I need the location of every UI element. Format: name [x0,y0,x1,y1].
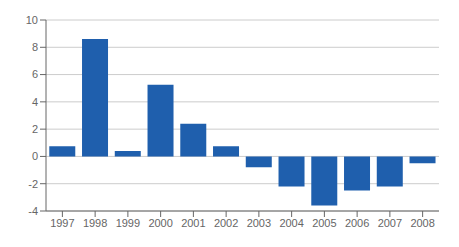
svg-text:2002: 2002 [214,217,238,229]
svg-text:2005: 2005 [312,217,336,229]
svg-text:6: 6 [32,68,38,80]
svg-text:2003: 2003 [247,217,271,229]
svg-text:1998: 1998 [83,217,107,229]
svg-text:8: 8 [32,41,38,53]
svg-text:2004: 2004 [279,217,303,229]
svg-text:2007: 2007 [378,217,402,229]
svg-text:4: 4 [32,96,38,108]
svg-text:10: 10 [26,14,38,26]
svg-text:-4: -4 [28,205,38,217]
svg-text:-2: -2 [28,178,38,190]
svg-text:2001: 2001 [181,217,205,229]
svg-text:2000: 2000 [148,217,172,229]
svg-text:0: 0 [32,150,38,162]
svg-text:2008: 2008 [410,217,434,229]
svg-text:1997: 1997 [50,217,74,229]
svg-text:1999: 1999 [116,217,140,229]
svg-text:2006: 2006 [345,217,369,229]
svg-text:2: 2 [32,123,38,135]
